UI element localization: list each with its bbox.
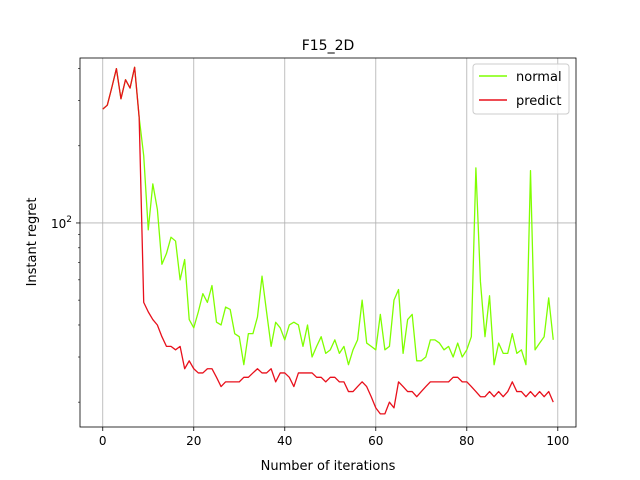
x-tick-label: 20 xyxy=(186,434,201,448)
legend-label-predict: predict xyxy=(516,94,561,109)
y-axis-label: Instant regret xyxy=(25,198,40,287)
axis-ticks: 0 20 40 60 80 100 102 xyxy=(51,68,569,448)
x-axis-label: Number of iterations xyxy=(261,459,396,474)
plot-area-frame xyxy=(79,57,577,428)
series-line-predict xyxy=(102,66,554,415)
x-tick-label: 40 xyxy=(277,434,292,448)
y-tick-label: 102 xyxy=(51,215,72,231)
x-tick-label: 60 xyxy=(368,434,383,448)
x-tick-label: 0 xyxy=(99,434,107,448)
chart-title: F15_2D xyxy=(302,38,355,54)
grid xyxy=(80,58,576,427)
series-line-normal xyxy=(102,66,554,366)
series-layer xyxy=(102,66,554,415)
x-tick-label: 100 xyxy=(546,434,569,448)
legend-label-normal: normal xyxy=(516,70,562,85)
x-tick-label: 80 xyxy=(459,434,474,448)
legend: normal predict xyxy=(472,63,570,115)
